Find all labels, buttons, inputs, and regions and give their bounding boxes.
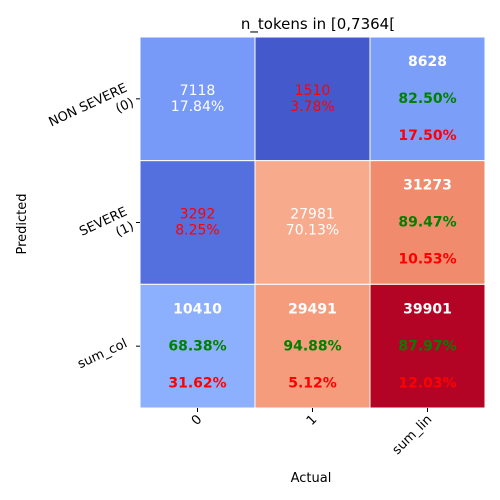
chart-title: n_tokens in [0,7364[ — [241, 15, 395, 34]
cell-count-label: 27981 — [290, 207, 335, 223]
x-tick-label: 1 — [304, 412, 320, 428]
cell-count-label: 1510 — [295, 83, 331, 99]
cell-pct-error-label: 31.62% — [168, 375, 226, 391]
heatmap-cells: 711817.84%15103.78%862882.50%17.50%32928… — [140, 37, 485, 408]
cell-pct-correct-label: 89.47% — [398, 215, 456, 231]
cell-pct-error-label: 17.50% — [398, 128, 456, 144]
cell-pct-label: 8.25% — [175, 223, 219, 239]
cell-pct-correct-label: 82.50% — [398, 91, 456, 107]
x-tick-label: sum_lin — [390, 412, 436, 458]
x-tick-label: 0 — [189, 412, 205, 428]
cell-count-label: 3292 — [180, 207, 216, 223]
cell-count-label: 7118 — [180, 83, 216, 99]
cell-pct-error-label: 5.12% — [288, 375, 337, 391]
cell-count-label: 39901 — [403, 301, 452, 317]
cell-pct-error-label: 10.53% — [398, 252, 456, 268]
x-axis-ticks: 0 1 sum_lin — [189, 408, 435, 458]
cell-count-label: 10410 — [173, 301, 222, 317]
cell-count-label: 31273 — [403, 178, 452, 194]
cell-pct-correct-label: 68.38% — [168, 338, 226, 354]
y-tick-label: sum_col — [75, 336, 129, 372]
y-tick-label-line: sum_col — [75, 336, 129, 372]
x-axis-label: Actual — [291, 471, 332, 486]
y-tick-label: SEVERE(1) — [77, 205, 136, 255]
cell-pct-correct-label: 94.88% — [283, 338, 341, 354]
cell-pct-label: 17.84% — [171, 99, 224, 115]
cell-pct-error-label: 12.03% — [398, 375, 456, 391]
cell-pct-label: 70.13% — [286, 223, 339, 239]
cell-count-label: 8628 — [408, 54, 447, 70]
cell-pct-label: 3.78% — [290, 99, 334, 115]
y-tick-label: NON SEVERE(0) — [47, 81, 137, 145]
y-axis-label: Predicted — [15, 193, 30, 254]
cell-count-label: 29491 — [288, 301, 337, 317]
cell-pct-correct-label: 87.97% — [398, 338, 456, 354]
y-axis-ticks: NON SEVERE(0) SEVERE(1) sum_col — [47, 81, 140, 372]
